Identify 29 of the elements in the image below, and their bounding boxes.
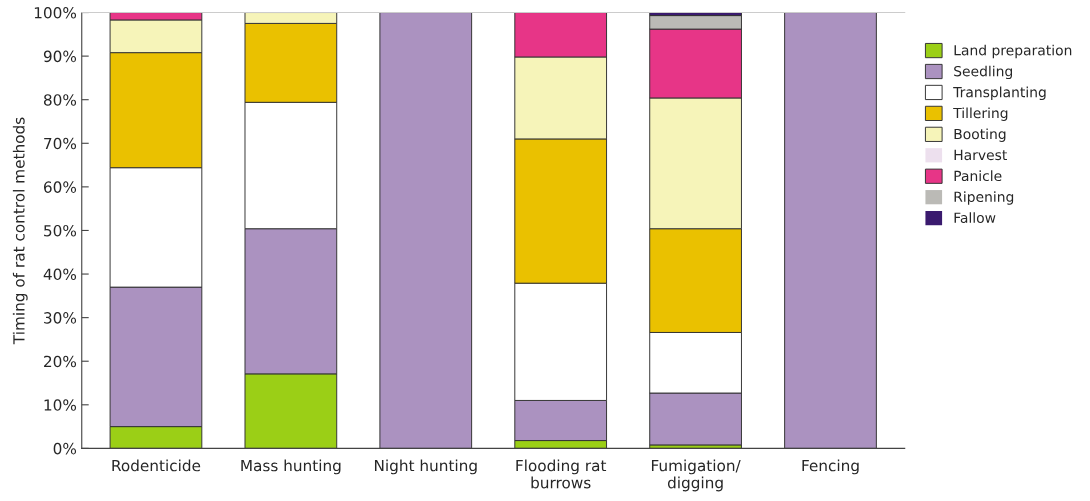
legend-label: Seedling [954, 65, 1012, 80]
y-tick-label: 30% [44, 312, 77, 324]
legend-label: Panicle [954, 170, 1002, 182]
y-tick-label: 20% [44, 355, 77, 368]
y-tick-label: 10% [44, 399, 77, 411]
y-tick-label: 70% [44, 137, 77, 150]
legend-label: Land preparation [954, 44, 1072, 59]
y-tick-label: 40% [43, 268, 77, 281]
y-tick-label: 80% [43, 94, 77, 106]
y-tick-label: 0% [53, 442, 77, 455]
bar [784, 12, 877, 449]
x-tick-label: Night hunting [374, 459, 477, 475]
x-tick-label: Flooding rat burrows [516, 459, 607, 489]
y-axis-title: Timing of rat control methods [12, 117, 28, 345]
legend-label: Tillering [953, 107, 1008, 121]
y-tick-label: 60% [44, 181, 77, 193]
legend-label: Transplanting [953, 86, 1046, 101]
x-tick-label: Rodenticide [112, 459, 201, 472]
legend-label: Booting [954, 128, 1006, 142]
x-tick-label: Fumigation/ digging [651, 459, 741, 492]
y-tick-label: 50% [44, 224, 77, 237]
legend-label: Harvest [954, 149, 1007, 161]
y-tick-label: 100% [34, 6, 77, 19]
x-tick-label: Fencing [802, 459, 859, 475]
legend-label: Fallow [954, 212, 996, 223]
legend-label: Ripening [954, 191, 1014, 205]
x-tick-label: Mass hunting [241, 459, 341, 475]
y-tick-label: 90% [43, 50, 77, 63]
bar [379, 12, 473, 449]
